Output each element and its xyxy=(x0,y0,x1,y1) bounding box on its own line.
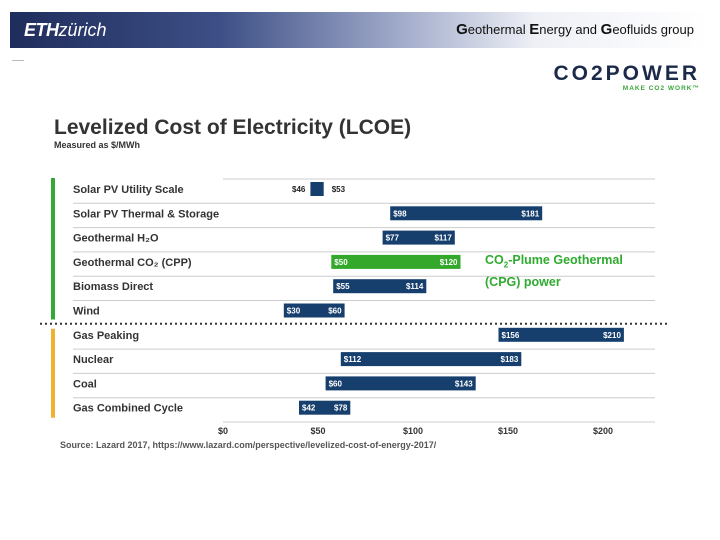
bar-high-label: $210 xyxy=(603,331,621,340)
row-label: Gas Combined Cycle xyxy=(73,403,183,415)
bar-high-label: $78 xyxy=(334,404,348,413)
bar-low-label: $77 xyxy=(386,234,400,243)
row-label: Biomass Direct xyxy=(73,281,153,293)
bar xyxy=(340,352,522,367)
bar-low-label: $50 xyxy=(334,258,348,267)
bar-low-label: $98 xyxy=(393,209,407,218)
bar-high-label: $183 xyxy=(501,355,519,364)
bar xyxy=(283,303,345,318)
eth-zurich-logo: ETHzürich xyxy=(24,20,107,40)
group-name: Geothermal Energy and Geofluids group xyxy=(456,21,694,38)
x-tick-label: $200 xyxy=(593,426,613,436)
bar-high-label: $143 xyxy=(455,379,473,388)
bar-low-label: $60 xyxy=(329,379,343,388)
header-banner: ETHzürich Geothermal Energy and Geofluid… xyxy=(10,12,710,48)
bar xyxy=(299,400,351,415)
bar-high-label: $120 xyxy=(440,258,458,267)
bar-low-label: $30 xyxy=(287,307,301,316)
bar-high-label: $60 xyxy=(328,307,342,316)
conventional-group-marker xyxy=(51,328,55,418)
bar-high-label: $53 xyxy=(332,185,346,194)
bar-low-label: $156 xyxy=(502,331,520,340)
x-tick-label: $50 xyxy=(310,426,325,436)
chart-title: Levelized Cost of Electricity (LCOE) xyxy=(54,116,412,139)
row-label: Coal xyxy=(73,378,97,390)
bar xyxy=(498,327,624,342)
brand-tagline: MAKE CO2 WORK™ xyxy=(622,85,700,92)
bar xyxy=(331,254,461,269)
bar-high-label: $181 xyxy=(521,209,539,218)
bar xyxy=(310,182,324,196)
row-label: Nuclear xyxy=(73,354,114,366)
x-tick-label: $0 xyxy=(218,426,228,436)
bar-low-label: $46 xyxy=(292,185,306,194)
source-note: Source: Lazard 2017, https://www.lazard.… xyxy=(60,440,437,450)
row-label: Solar PV Utility Scale xyxy=(73,184,184,196)
chart-subtitle: Measured as $/MWh xyxy=(54,140,141,150)
cpg-annotation: CO2-Plume Geothermal (CPG) power xyxy=(485,253,623,289)
row-label: Geothermal H₂O xyxy=(73,233,159,245)
renewable-group-marker xyxy=(51,178,55,320)
bar xyxy=(333,279,427,294)
row-label: Gas Peaking xyxy=(73,330,139,342)
brand-name: CO2POWER xyxy=(553,62,700,85)
bar-high-label: $114 xyxy=(406,282,424,291)
co2power-logo: CO2POWER MAKE CO2 WORK™ xyxy=(553,62,700,93)
x-tick-label: $100 xyxy=(403,426,423,436)
row-label: Solar PV Thermal & Storage xyxy=(73,208,219,220)
row-label: Geothermal CO₂ (CPP) xyxy=(73,257,192,269)
bar-high-label: $117 xyxy=(434,234,452,243)
bar-low-label: $42 xyxy=(302,404,316,413)
row-label: Wind xyxy=(73,306,100,318)
bar xyxy=(390,206,543,221)
bar-low-label: $55 xyxy=(336,282,350,291)
bar xyxy=(382,230,455,245)
bar xyxy=(325,376,476,391)
bar-low-label: $112 xyxy=(344,355,362,364)
x-tick-label: $150 xyxy=(498,426,518,436)
divider xyxy=(12,60,24,61)
